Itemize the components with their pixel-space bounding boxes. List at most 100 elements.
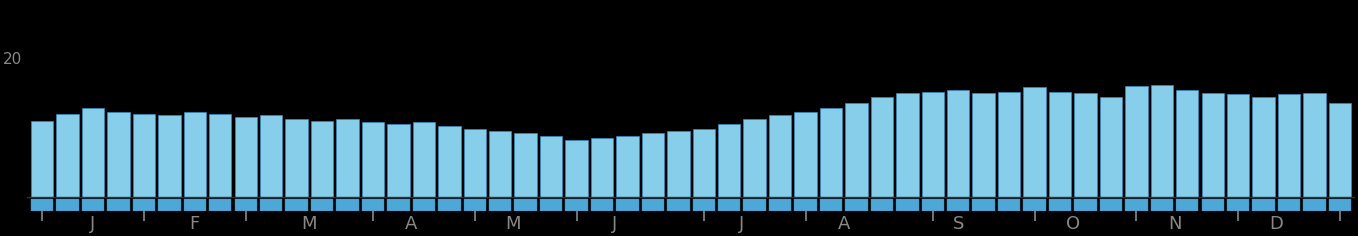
Bar [285,198,308,211]
Bar [387,198,410,211]
Bar [1074,198,1097,211]
Bar [311,121,333,197]
Bar [1252,97,1275,197]
Bar [439,198,460,211]
Bar [794,198,816,211]
Bar [870,198,894,211]
Bar [1126,198,1148,211]
Bar [642,133,664,197]
Bar [1048,198,1071,211]
Bar [337,119,359,197]
Bar [107,113,130,197]
Bar [743,198,766,211]
Bar [515,133,536,197]
Bar [1150,85,1173,197]
Bar [133,198,155,211]
Bar [591,198,614,211]
Bar [1228,198,1249,211]
Bar [31,121,53,197]
Bar [845,198,868,211]
Bar [896,198,918,211]
Bar [667,198,690,211]
Bar [870,97,894,197]
Bar [1202,93,1224,197]
Bar [769,115,792,197]
Bar [1126,86,1148,197]
Bar [158,198,181,211]
Bar [1024,88,1046,197]
Bar [947,89,970,197]
Bar [947,198,970,211]
Bar [107,198,130,211]
Bar [1328,103,1351,197]
Bar [998,92,1020,197]
Bar [489,131,512,197]
Bar [259,198,282,211]
Bar [413,122,435,197]
Bar [1202,198,1224,211]
Bar [1328,198,1351,211]
Bar [158,115,181,197]
Bar [565,140,588,197]
Bar [413,198,435,211]
Bar [693,129,714,197]
Bar [311,198,333,211]
Bar [183,198,206,211]
Bar [387,124,410,197]
Bar [285,119,308,197]
Bar [642,198,664,211]
Bar [718,124,740,197]
Bar [896,93,918,197]
Bar [1100,97,1122,197]
Bar [1024,198,1046,211]
Bar [209,198,231,211]
Bar [361,198,384,211]
Bar [820,108,842,197]
Bar [259,115,282,197]
Bar [31,198,53,211]
Bar [57,114,79,197]
Bar [617,198,638,211]
Bar [540,198,562,211]
Bar [337,198,359,211]
Bar [845,103,868,197]
Bar [235,117,257,197]
Bar [794,113,816,197]
Bar [1228,94,1249,197]
Bar [463,198,486,211]
Bar [922,92,944,197]
Bar [667,131,690,197]
Bar [489,198,512,211]
Bar [515,198,536,211]
Bar [718,198,740,211]
Bar [1074,93,1097,197]
Bar [1304,93,1325,197]
Bar [540,136,562,197]
Bar [463,129,486,197]
Bar [565,198,588,211]
Bar [57,198,79,211]
Bar [820,198,842,211]
Bar [133,114,155,197]
Bar [361,122,384,197]
Bar [693,198,714,211]
Bar [591,138,614,197]
Bar [81,108,105,197]
Bar [439,126,460,197]
Bar [183,113,206,197]
Bar [743,119,766,197]
Bar [1176,198,1199,211]
Bar [617,136,638,197]
Bar [1100,198,1122,211]
Bar [1150,198,1173,211]
Bar [972,93,995,197]
Bar [972,198,995,211]
Bar [1176,89,1199,197]
Bar [922,198,944,211]
Bar [1278,94,1300,197]
Bar [998,198,1020,211]
Bar [1252,198,1275,211]
Bar [769,198,792,211]
Bar [209,114,231,197]
Bar [81,198,105,211]
